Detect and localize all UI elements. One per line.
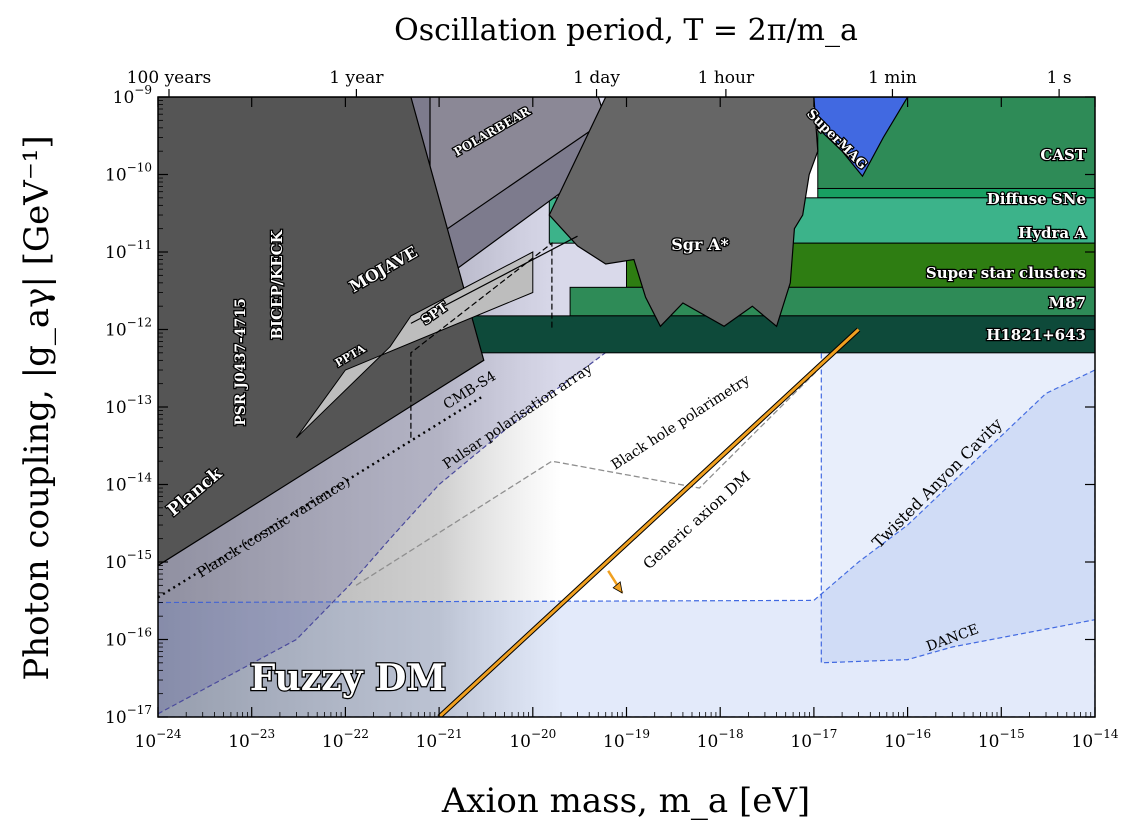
y-tick-base: 10 <box>105 398 127 418</box>
top-tick-label: 1 s <box>1047 68 1072 88</box>
x-tick-base: 10 <box>135 732 157 752</box>
y-tick-exponent: −17 <box>127 703 152 717</box>
top-tick-label: 100 years <box>127 68 212 88</box>
x-tick-label: 10−14 <box>1072 727 1119 752</box>
region-ppta <box>295 251 534 439</box>
y-tick-exponent: −13 <box>127 393 152 407</box>
x-tick-base: 10 <box>884 732 906 752</box>
top-tick-label: 1 year <box>329 68 384 88</box>
x-tick-exponent: −14 <box>1093 727 1119 741</box>
y-tick-label: 10−10 <box>105 161 152 186</box>
y-tick-exponent: −16 <box>127 626 152 640</box>
top-tick-label: 1 hour <box>698 68 755 88</box>
y-tick-exponent: −11 <box>127 238 152 252</box>
label-psr-j0437-4715: PSR J0437-4715 <box>233 298 249 426</box>
label-bicep-keck: BICEP/KECK <box>268 229 286 339</box>
band-label-h1821-643: H1821+643 <box>986 326 1086 344</box>
label-fuzzy-dm: Fuzzy DM <box>250 657 447 699</box>
theory-line-generic-axion-dm <box>438 328 860 717</box>
projection-dance-fill <box>821 329 1095 663</box>
y-tick-base: 10 <box>105 243 127 263</box>
y-tick-base: 10 <box>105 553 127 573</box>
projection-black-hole-polarimetry <box>355 369 819 586</box>
y-tick-base: 10 <box>113 88 135 108</box>
label-sgr-a: Sgr A* <box>671 235 729 254</box>
x-tick-base: 10 <box>603 732 625 752</box>
top-axis-title: Oscillation period, T = 2π/m_a <box>394 13 858 48</box>
region-spt <box>410 235 578 324</box>
x-tick-base: 10 <box>228 732 250 752</box>
y-axis-title: Photon coupling, |g_aγ| [GeV⁻¹] <box>17 135 57 680</box>
band-label-super-star-clusters: Super star clusters <box>926 264 1086 282</box>
x-axis-title: Axion mass, m_a [eV] <box>441 781 810 821</box>
x-tick-exponent: −20 <box>531 727 556 741</box>
region-planck <box>158 97 485 567</box>
x-tick-label: 10−24 <box>135 727 182 752</box>
y-tick-label: 10−13 <box>105 393 152 418</box>
x-tick-base: 10 <box>416 732 438 752</box>
y-tick-label: 10−11 <box>105 238 152 263</box>
y-tick-base: 10 <box>105 321 127 341</box>
y-tick-label: 10−15 <box>105 548 152 573</box>
x-tick-base: 10 <box>697 732 719 752</box>
y-tick-base: 10 <box>105 476 127 496</box>
band-label-diffuse-sne: Diffuse SNe <box>987 190 1086 208</box>
x-tick-label: 10−20 <box>509 727 556 752</box>
y-tick-base: 10 <box>105 708 127 728</box>
label-generic-axion-dm: Generic axion DM <box>640 468 754 573</box>
x-tick-label: 10−23 <box>228 727 275 752</box>
band-label-cast: CAST <box>1040 146 1086 164</box>
theory-line-arrow-head <box>612 581 623 594</box>
x-tick-exponent: −21 <box>437 727 462 741</box>
projection-dance <box>820 329 1095 664</box>
y-tick-base: 10 <box>105 631 127 651</box>
x-tick-exponent: −23 <box>250 727 275 741</box>
y-tick-exponent: −12 <box>127 316 152 330</box>
projection-cmb-s4 <box>410 241 553 438</box>
y-tick-exponent: −10 <box>127 161 152 175</box>
top-tick-label: 1 day <box>573 68 620 88</box>
x-tick-label: 10−19 <box>603 727 650 752</box>
x-tick-label: 10−21 <box>416 727 463 752</box>
x-tick-exponent: −17 <box>812 727 837 741</box>
x-tick-label: 10−17 <box>790 727 837 752</box>
projection-planck-cosmic-variance <box>158 394 485 599</box>
y-tick-label: 10−14 <box>105 471 152 496</box>
x-tick-base: 10 <box>978 732 1000 752</box>
x-tick-exponent: −15 <box>999 727 1024 741</box>
top-tick-label: 1 min <box>868 68 917 88</box>
projection-twisted-anyon-cavity <box>158 369 1095 717</box>
x-tick-label: 10−22 <box>322 727 369 752</box>
x-tick-exponent: −24 <box>156 727 182 741</box>
x-tick-base: 10 <box>509 732 531 752</box>
y-tick-exponent: −14 <box>127 471 153 485</box>
plot-area <box>158 97 1095 717</box>
x-tick-exponent: −16 <box>906 727 931 741</box>
x-tick-base: 10 <box>322 732 344 752</box>
band-label-hydra-a: Hydra A <box>1018 224 1086 242</box>
y-tick-exponent: −15 <box>127 548 152 562</box>
y-tick-label: 10−12 <box>105 316 152 341</box>
y-tick-base: 10 <box>105 166 127 186</box>
y-tick-label: 10−16 <box>105 626 152 651</box>
band-label-m87: M87 <box>1049 294 1086 312</box>
x-tick-base: 10 <box>790 732 812 752</box>
x-tick-label: 10−18 <box>697 727 744 752</box>
y-tick-exponent: −9 <box>134 83 152 97</box>
region-sgr-a <box>548 97 819 328</box>
x-tick-base: 10 <box>1072 732 1094 752</box>
x-tick-exponent: −22 <box>344 727 369 741</box>
x-tick-exponent: −18 <box>718 727 743 741</box>
x-tick-label: 10−15 <box>978 727 1025 752</box>
axes: 10−24 10−23 10−22 10−21 10−20 10−19 10−18 10−17… <box>105 68 1119 752</box>
x-tick-label: 10−16 <box>884 727 931 752</box>
label-black-hole-polarimetry: Black hole polarimetry <box>609 372 753 474</box>
x-tick-exponent: −19 <box>625 727 650 741</box>
band-h1821-643 <box>410 315 1095 354</box>
y-tick-label: 10−9 <box>113 83 152 108</box>
y-tick-label: 10−17 <box>105 703 152 728</box>
